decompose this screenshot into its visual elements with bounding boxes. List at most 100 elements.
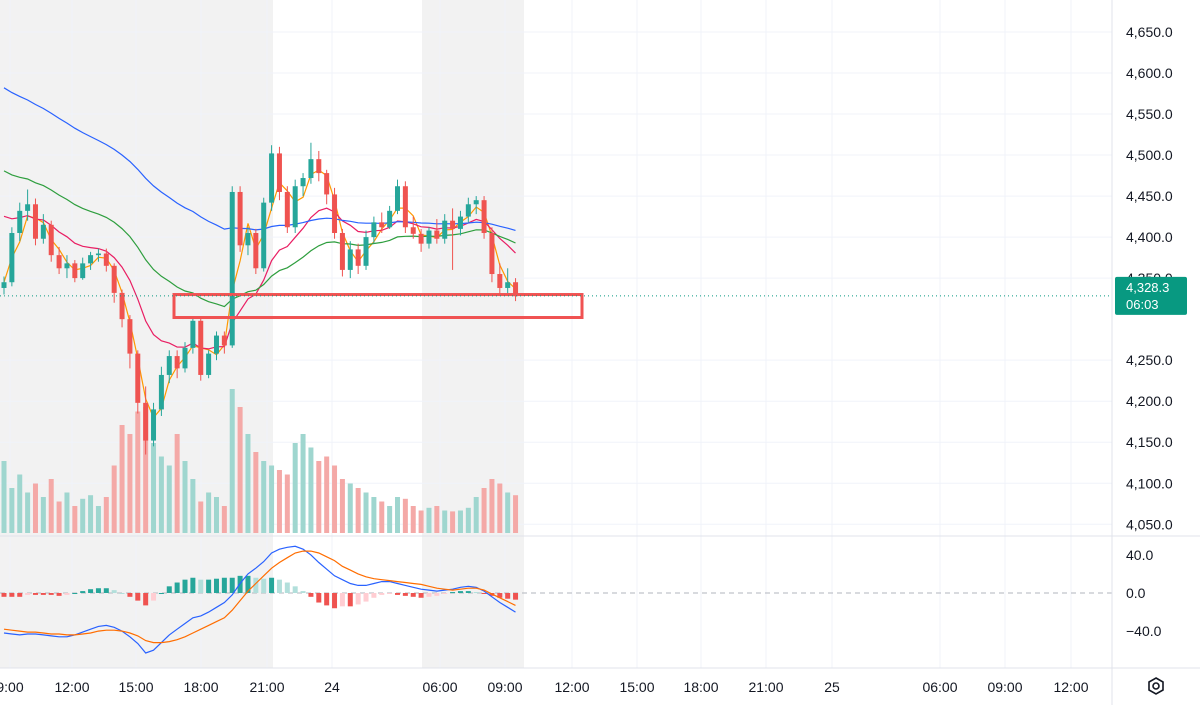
candle[interactable] xyxy=(135,350,141,414)
volume-bar xyxy=(450,511,456,533)
candle[interactable] xyxy=(457,210,463,236)
candle[interactable] xyxy=(316,150,322,182)
candle[interactable] xyxy=(284,186,290,233)
candle[interactable] xyxy=(308,142,314,184)
macd-histogram-bar xyxy=(182,579,188,593)
candle[interactable] xyxy=(151,402,157,447)
volume-bar xyxy=(324,456,330,533)
candle[interactable] xyxy=(56,246,62,275)
candle[interactable] xyxy=(64,255,70,279)
candle[interactable] xyxy=(426,227,432,249)
candle-body xyxy=(182,347,188,369)
candle[interactable] xyxy=(434,219,440,244)
settings-gear-icon[interactable] xyxy=(1148,677,1164,695)
candle[interactable] xyxy=(269,145,275,211)
candle[interactable] xyxy=(40,214,46,244)
macd-histogram-bar xyxy=(190,577,196,593)
highlight-zone[interactable] xyxy=(172,293,584,320)
candle[interactable] xyxy=(497,263,503,295)
candle-body xyxy=(9,232,15,283)
candle[interactable] xyxy=(442,214,448,244)
candle[interactable] xyxy=(9,227,15,287)
candle[interactable] xyxy=(418,228,424,252)
candle[interactable] xyxy=(324,169,330,205)
time-tick-label: 15:00 xyxy=(118,679,153,695)
candle[interactable] xyxy=(48,220,54,262)
candle[interactable] xyxy=(237,186,243,252)
candle[interactable] xyxy=(410,216,416,239)
candle[interactable] xyxy=(355,243,361,275)
candle[interactable] xyxy=(158,366,164,416)
macd-histogram-bar xyxy=(363,593,369,602)
candle[interactable] xyxy=(213,331,219,361)
candle[interactable] xyxy=(505,268,511,295)
candle[interactable] xyxy=(395,179,400,215)
macd-histogram-bar xyxy=(426,593,432,597)
candle[interactable] xyxy=(111,263,117,303)
candle[interactable] xyxy=(363,230,369,270)
candle[interactable] xyxy=(182,342,188,373)
candle[interactable] xyxy=(473,196,479,215)
highlight-zone-rect[interactable] xyxy=(172,293,584,320)
candle[interactable] xyxy=(80,257,86,280)
candle[interactable] xyxy=(72,260,78,283)
candle[interactable] xyxy=(300,173,306,197)
candles[interactable] xyxy=(1,142,519,455)
candle[interactable] xyxy=(119,289,125,328)
volume-bar xyxy=(182,461,188,533)
volume-bar xyxy=(245,434,251,533)
candle[interactable] xyxy=(206,350,212,379)
candle-body xyxy=(363,237,369,266)
candle-body xyxy=(245,232,251,246)
candle[interactable] xyxy=(489,227,495,283)
candle-body xyxy=(80,263,86,279)
candle[interactable] xyxy=(88,251,94,270)
candle[interactable] xyxy=(103,248,109,272)
volume-bar xyxy=(418,510,424,533)
volume-bar xyxy=(316,461,322,533)
volume-bar xyxy=(253,452,259,533)
volume-bar xyxy=(9,488,15,533)
candle[interactable] xyxy=(25,189,31,221)
candle[interactable] xyxy=(371,216,377,244)
candle[interactable] xyxy=(17,202,23,242)
volume-bar xyxy=(1,461,7,533)
candle[interactable] xyxy=(292,179,298,233)
volume-bar xyxy=(25,492,31,533)
candle[interactable] xyxy=(253,228,259,275)
time-tick-label: 12:00 xyxy=(54,679,89,695)
candle[interactable] xyxy=(276,146,282,201)
candle[interactable] xyxy=(465,197,471,223)
candle[interactable] xyxy=(513,278,519,302)
candle[interactable] xyxy=(450,208,456,270)
candle[interactable] xyxy=(481,196,487,239)
candle[interactable] xyxy=(229,186,235,348)
candle[interactable] xyxy=(127,315,133,369)
candle[interactable] xyxy=(174,350,180,379)
candle[interactable] xyxy=(387,205,393,229)
candle[interactable] xyxy=(198,317,204,381)
time-tick-label: 12:00 xyxy=(554,679,589,695)
candle[interactable] xyxy=(402,181,408,233)
candle[interactable] xyxy=(143,386,149,455)
candle[interactable] xyxy=(190,316,196,354)
candle[interactable] xyxy=(339,228,345,277)
macd-histogram-bar xyxy=(127,593,133,597)
volume-bar xyxy=(261,461,267,533)
candle[interactable] xyxy=(332,187,338,239)
candle[interactable] xyxy=(95,248,101,262)
candle-body xyxy=(111,265,117,293)
candle[interactable] xyxy=(1,276,7,295)
volume-bar xyxy=(387,506,393,533)
settings-button[interactable] xyxy=(1148,677,1164,695)
candle[interactable] xyxy=(379,212,385,233)
candle[interactable] xyxy=(347,241,353,279)
candle-body xyxy=(88,255,94,264)
candle[interactable] xyxy=(245,227,251,256)
macd-histogram-bar xyxy=(418,593,424,598)
candle[interactable] xyxy=(221,331,227,354)
candle[interactable] xyxy=(261,197,267,272)
candle[interactable] xyxy=(32,198,38,246)
candle[interactable] xyxy=(166,350,172,384)
